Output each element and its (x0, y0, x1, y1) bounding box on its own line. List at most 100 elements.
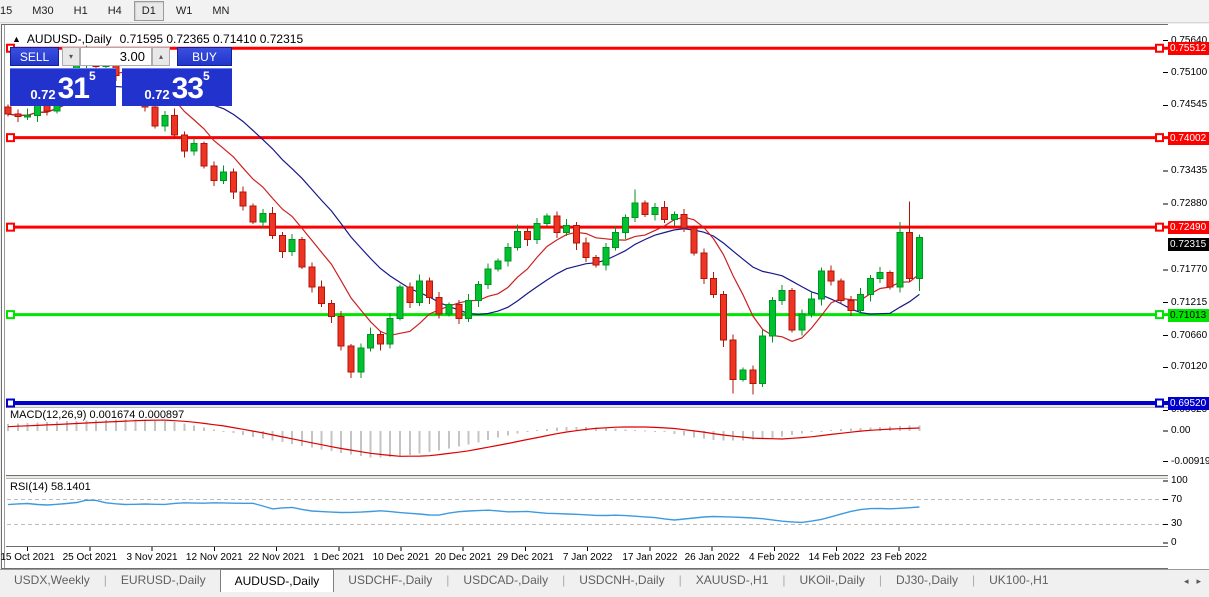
candle (896, 231, 904, 288)
date-label: 4 Feb 2022 (749, 552, 800, 563)
macd-histogram-bar (261, 431, 264, 439)
macd-histogram-bar (438, 431, 441, 451)
candle (621, 217, 629, 233)
price-tick: 0.70660 (1171, 329, 1208, 341)
tab-scroll-left-icon[interactable]: ◂ (1183, 575, 1189, 586)
tab-xauusd-h1[interactable]: XAUUSD-,H1 (695, 573, 769, 587)
macd-histogram-bar (340, 431, 343, 453)
tab-dj30-daily[interactable]: DJ30-,Daily (895, 573, 958, 587)
macd-histogram-bar (497, 431, 499, 438)
hline-handle[interactable] (6, 222, 15, 232)
macd-histogram-bar (614, 428, 617, 431)
buy-button[interactable]: BUY (177, 47, 232, 66)
date-label: 26 Jan 2022 (684, 552, 740, 563)
macd-histogram-bar (114, 419, 117, 431)
volume-input[interactable] (80, 47, 152, 66)
macd-histogram-bar (173, 421, 176, 431)
macd-histogram-bar (124, 419, 127, 431)
tab-usdcnh-daily[interactable]: USDCNH-,Daily (579, 573, 665, 587)
hline-handle[interactable] (1155, 133, 1164, 143)
hline-handle[interactable] (1155, 310, 1164, 320)
rsi-line (7, 499, 920, 524)
hline-handle[interactable] (1155, 43, 1164, 53)
rsi-tick: 100 (1171, 475, 1188, 486)
macd-tick: -0.00919 (1171, 455, 1209, 467)
candle (719, 294, 727, 341)
price-tick: 0.70120 (1171, 361, 1208, 373)
candle (906, 231, 914, 280)
candle (24, 114, 32, 118)
macd-histogram-bar (359, 431, 362, 457)
tab-scroll-right-icon[interactable]: ▸ (1196, 575, 1201, 586)
macd-histogram-bar (203, 427, 205, 431)
macd-histogram-bar (810, 431, 813, 433)
rsi-tick: 70 (1171, 493, 1183, 505)
price-badge-0.75512: 0.75512 (1168, 42, 1209, 56)
price-chart[interactable] (0, 0, 1168, 569)
hline-handle[interactable] (1155, 398, 1164, 408)
candle (210, 165, 218, 181)
timeframe-button-15[interactable]: 15 (0, 5, 13, 17)
price-tick: 0.72880 (1171, 198, 1208, 210)
current-price-badge: 0.72315 (1168, 237, 1209, 251)
sell-price-display[interactable]: 0.72 31 5 (10, 68, 116, 106)
volume-increase-button[interactable]: ▴ (152, 47, 170, 66)
date-label: 7 Jan 2022 (562, 552, 613, 563)
volume-decrease-button[interactable]: ▾ (62, 47, 80, 66)
buy-price-display[interactable]: 0.72 33 5 (122, 68, 232, 106)
timeframe-button-H4[interactable]: H4 (107, 5, 122, 17)
macd-histogram-bar (46, 421, 49, 431)
tab-usdcad-daily[interactable]: USDCAD-,Daily (463, 573, 549, 587)
date-label: 23 Feb 2022 (870, 552, 927, 563)
candle (759, 335, 767, 384)
timeframe-button-M30[interactable]: M30 (32, 5, 54, 17)
tab-uk100-h1[interactable]: UK100-,H1 (989, 573, 1049, 587)
candle (347, 345, 355, 373)
macd-histogram-bar (95, 420, 98, 431)
candle (553, 215, 561, 233)
timeframe-button-D1[interactable]: D1 (133, 1, 164, 21)
macd-histogram-bar (683, 431, 686, 436)
chart-left-border (4, 25, 5, 568)
macd-histogram-bar (134, 419, 137, 431)
tab-usdx-weekly[interactable]: USDX,Weekly (14, 573, 90, 587)
candle (729, 339, 737, 380)
tab-usdchf-daily[interactable]: USDCHF-,Daily (348, 573, 433, 587)
timeframe-button-MN[interactable]: MN (212, 5, 230, 17)
macd-signal-line (7, 419, 920, 457)
macd-histogram-bar (771, 431, 774, 438)
macd-pane-splitter[interactable] (6, 404, 1168, 407)
macd-histogram-bar (644, 430, 646, 432)
sell-button[interactable]: SELL (10, 47, 59, 66)
candle (396, 286, 404, 319)
tab-eurusd-daily[interactable]: EURUSD-,Daily (120, 573, 206, 587)
hline-handle[interactable] (6, 310, 15, 320)
candle (474, 284, 482, 302)
candle (572, 224, 580, 244)
macd-histogram-bar (56, 421, 58, 431)
macd-histogram-bar (595, 427, 597, 431)
hline-handle[interactable] (6, 398, 15, 408)
collapse-icon[interactable]: ▲ (12, 34, 21, 44)
candle (563, 224, 571, 233)
candle (661, 207, 669, 220)
candle (298, 239, 306, 268)
candle (465, 300, 473, 319)
tab-ukoil-daily[interactable]: UKOil-,Daily (799, 573, 865, 587)
tab-audusd-daily[interactable]: AUDUSD-,Daily (219, 569, 335, 592)
candle (308, 266, 316, 288)
macd-histogram-bar (105, 419, 107, 431)
hline-handle[interactable] (6, 133, 15, 143)
hline-handle[interactable] (1155, 222, 1164, 232)
candle (680, 214, 688, 229)
macd-histogram-bar (26, 422, 29, 431)
timeframe-button-W1[interactable]: W1 (175, 5, 193, 17)
candle (543, 215, 551, 225)
candle (827, 270, 835, 282)
tab-separator: | (103, 573, 107, 587)
macd-histogram-bar (36, 422, 39, 431)
rsi-pane-splitter[interactable] (6, 475, 1168, 478)
rsi-tick: 30 (1171, 518, 1183, 530)
timeframe-button-H1[interactable]: H1 (73, 5, 88, 17)
